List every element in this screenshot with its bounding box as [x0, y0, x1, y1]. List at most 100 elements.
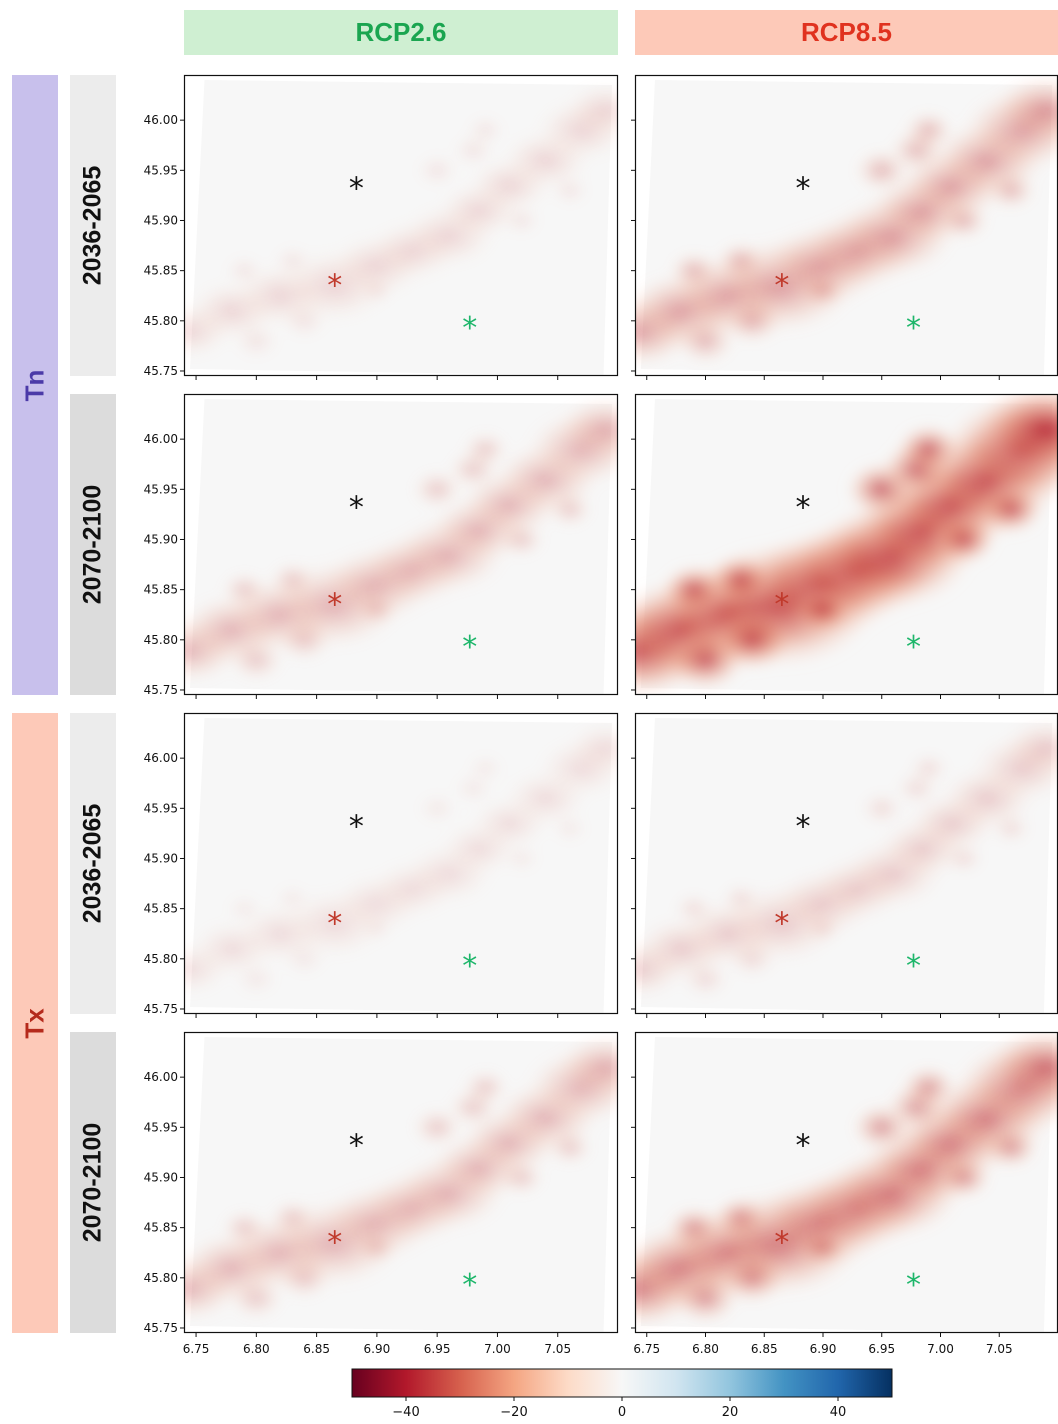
- anomaly-blob: [282, 941, 327, 976]
- site-marker-1: *: [796, 171, 811, 206]
- map-panel: * * *: [635, 394, 1058, 695]
- anomaly-blob: [727, 939, 778, 979]
- anomaly-blob: [232, 322, 280, 359]
- anomaly-blob: [467, 754, 504, 783]
- anomaly-blob: [713, 609, 792, 671]
- anomaly-blob: [221, 1210, 268, 1246]
- site-marker-2: *: [327, 907, 342, 942]
- anomaly-blob: [936, 1156, 992, 1199]
- anomaly-blob: [680, 959, 731, 999]
- y-tick-label: 45.80: [144, 314, 178, 328]
- site-marker-2: *: [774, 588, 789, 623]
- y-tick-label: 45.85: [144, 264, 178, 278]
- colorbar: [351, 1368, 893, 1398]
- anomaly-blob: [225, 255, 264, 286]
- anomaly-blob: [221, 572, 268, 608]
- x-tick-label: 7.00: [927, 1342, 954, 1356]
- anomaly-blob: [978, 484, 1044, 535]
- y-tick-label: 46.00: [144, 432, 178, 446]
- anomaly-blob: [276, 1256, 333, 1300]
- site-marker-3: *: [906, 311, 921, 346]
- anomaly-blob: [715, 241, 766, 280]
- y-tick-label: 45.95: [144, 801, 178, 815]
- anomaly-blob: [462, 1069, 509, 1105]
- anomaly-blob: [896, 424, 962, 475]
- y-tick-label: 45.90: [144, 532, 178, 546]
- period-label-tn-2: 2070-2100: [70, 394, 116, 695]
- map-panel: * * *: [184, 1032, 618, 1333]
- row-label-tx: Tx: [12, 713, 58, 1333]
- site-marker-2: *: [327, 269, 342, 304]
- anomaly-blob: [359, 277, 394, 304]
- panel-frame: [183, 74, 619, 377]
- anomaly-blob: [675, 317, 736, 365]
- anomaly-blob: [718, 1251, 787, 1304]
- anomaly-blob: [804, 914, 842, 943]
- anomaly-blob: [985, 1032, 1058, 1108]
- x-tick-label: 7.05: [544, 1342, 571, 1356]
- anomaly-blob: [563, 82, 618, 139]
- site-marker-1: *: [349, 171, 364, 206]
- colorbar-tick-label: −20: [500, 1405, 527, 1420]
- anomaly-field: [635, 75, 1058, 367]
- y-tick-label: 45.95: [144, 1120, 178, 1134]
- x-tick-label: 6.85: [751, 1342, 778, 1356]
- panel-frame: [183, 712, 619, 1015]
- anomaly-blob: [943, 842, 985, 875]
- anomaly-blob: [798, 1228, 848, 1267]
- y-tick-label: 45.80: [144, 633, 178, 647]
- y-tick-label: 45.75: [144, 683, 178, 697]
- anomaly-field: [184, 1033, 618, 1322]
- anomaly-field: [635, 394, 1058, 695]
- anomaly-blob: [276, 618, 333, 662]
- anomaly-blob: [416, 792, 458, 824]
- site-marker-2: *: [774, 907, 789, 942]
- anomaly-blob: [908, 752, 950, 784]
- y-tick-label: 45.90: [144, 213, 178, 227]
- site-marker-3: *: [462, 1268, 477, 1303]
- anomaly-blob: [794, 587, 852, 632]
- anomaly-blob: [858, 790, 905, 826]
- anomaly-blob: [415, 153, 459, 187]
- site-marker-3: *: [462, 630, 477, 665]
- anomaly-blob: [360, 916, 394, 942]
- y-tick-label: 45.90: [144, 851, 178, 865]
- y-tick-label: 45.90: [144, 1170, 178, 1184]
- y-tick-label: 45.85: [144, 583, 178, 597]
- anomaly-blob: [356, 1232, 398, 1264]
- site-marker-3: *: [906, 949, 921, 984]
- x-tick-label: 6.95: [868, 1342, 895, 1356]
- y-tick-label: 46.00: [144, 113, 178, 127]
- period-label-tn-1: 2036-2065: [70, 75, 116, 376]
- x-tick-label: 7.05: [986, 1342, 1013, 1356]
- y-tick-label: 45.85: [144, 902, 178, 916]
- site-marker-2: *: [327, 1226, 342, 1261]
- anomaly-blob: [546, 1129, 593, 1166]
- site-marker-3: *: [462, 949, 477, 984]
- y-tick-label: 45.75: [144, 1002, 178, 1016]
- anomaly-blob: [356, 594, 398, 626]
- anomaly-blob: [901, 1065, 957, 1109]
- x-tick-label: 6.80: [692, 1342, 719, 1356]
- anomaly-field: [184, 721, 618, 997]
- anomaly-blob: [939, 201, 989, 240]
- period-label-tx-1: 2036-2065: [70, 713, 116, 1014]
- anomaly-blob: [228, 638, 285, 682]
- anomaly-blob: [551, 814, 589, 843]
- site-marker-1: *: [349, 809, 364, 844]
- anomaly-blob: [708, 554, 774, 605]
- anomaly-blob: [565, 721, 618, 775]
- x-tick-label: 6.75: [183, 1342, 210, 1356]
- site-marker-1: *: [796, 1128, 811, 1163]
- anomaly-blob: [983, 1126, 1039, 1169]
- x-tick-label: 6.95: [424, 1342, 451, 1356]
- anomaly-blob: [498, 1159, 545, 1196]
- anomaly-blob: [503, 844, 540, 873]
- anomaly-blob: [990, 812, 1032, 845]
- column-header-rcp26: RCP2.6: [184, 10, 618, 55]
- anomaly-field: [184, 395, 618, 684]
- anomaly-blob: [975, 394, 1058, 477]
- site-marker-1: *: [796, 809, 811, 844]
- map-panel: * * *: [184, 394, 618, 695]
